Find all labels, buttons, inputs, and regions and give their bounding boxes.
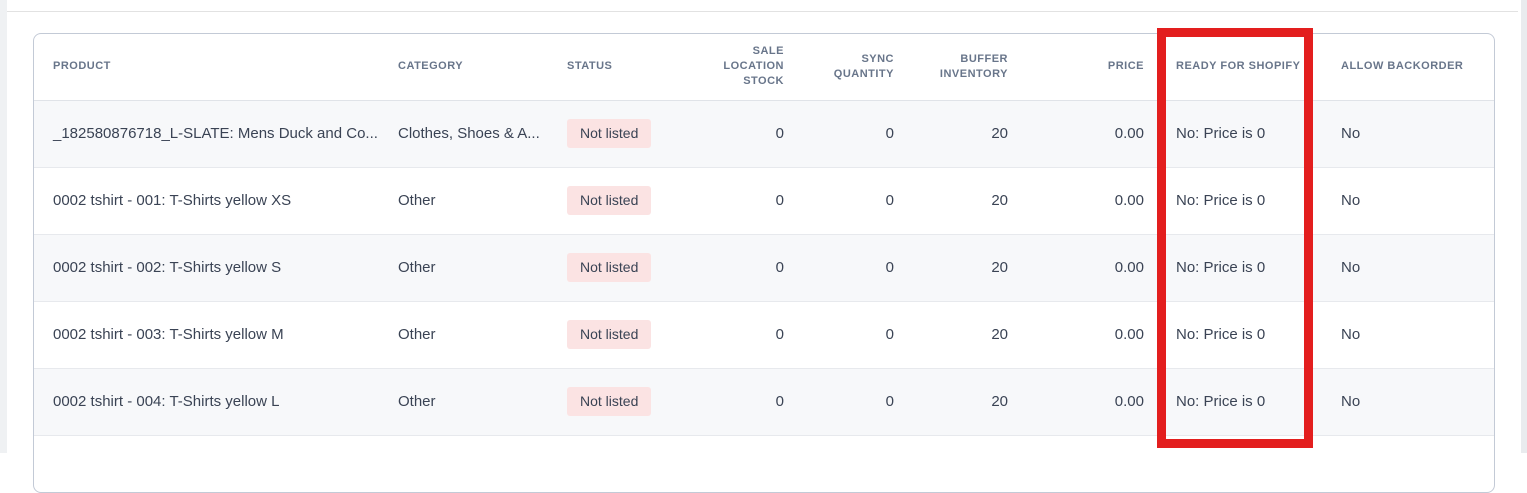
products-table: PRODUCT CATEGORY STATUS SALE LOCATION ST… xyxy=(34,34,1494,436)
status-cell: Not listed xyxy=(557,234,691,302)
sale-location-stock-cell: 0 xyxy=(691,100,796,168)
table-row[interactable]: 0002 tshirt - 002: T-Shirts yellow S Oth… xyxy=(34,234,1494,302)
buffer-inventory-cell: 20 xyxy=(906,234,1020,302)
allow-backorder-cell: No xyxy=(1331,234,1494,302)
status-badge: Not listed xyxy=(567,387,652,416)
column-header-buffer-inventory: BUFFER INVENTORY xyxy=(906,34,1020,101)
table-header-row: PRODUCT CATEGORY STATUS SALE LOCATION ST… xyxy=(34,34,1494,101)
vertical-scrollbar[interactable] xyxy=(1521,0,1527,453)
status-badge: Not listed xyxy=(567,119,652,148)
price-cell: 0.00 xyxy=(1020,368,1156,436)
status-cell: Not listed xyxy=(557,368,691,436)
sale-location-stock-cell: 0 xyxy=(691,301,796,369)
price-cell: 0.00 xyxy=(1020,234,1156,302)
table-row[interactable]: _182580876718_L-SLATE: Mens Duck and Co.… xyxy=(34,100,1494,168)
sync-quantity-cell: 0 xyxy=(796,100,906,168)
column-header-sync-quantity: SYNC QUANTITY xyxy=(796,34,906,101)
product-cell: 0002 tshirt - 001: T-Shirts yellow XS xyxy=(34,167,386,235)
sale-location-stock-cell: 0 xyxy=(691,234,796,302)
ready-for-shopify-cell: No: Price is 0 xyxy=(1156,368,1331,436)
column-header-sale-location-stock: SALE LOCATION STOCK xyxy=(691,34,796,101)
buffer-inventory-cell: 20 xyxy=(906,167,1020,235)
category-cell: Other xyxy=(386,301,557,369)
allow-backorder-cell: No xyxy=(1331,301,1494,369)
allow-backorder-cell: No xyxy=(1331,368,1494,436)
table-row[interactable]: 0002 tshirt - 003: T-Shirts yellow M Oth… xyxy=(34,301,1494,369)
column-header-allow-backorder: ALLOW BACKORDER xyxy=(1331,34,1494,101)
product-cell: 0002 tshirt - 004: T-Shirts yellow L xyxy=(34,368,386,436)
ready-for-shopify-cell: No: Price is 0 xyxy=(1156,100,1331,168)
buffer-inventory-cell: 20 xyxy=(906,368,1020,436)
sale-location-stock-cell: 0 xyxy=(691,368,796,436)
ready-for-shopify-cell: No: Price is 0 xyxy=(1156,234,1331,302)
sync-quantity-cell: 0 xyxy=(796,234,906,302)
sync-quantity-cell: 0 xyxy=(796,167,906,235)
product-cell: 0002 tshirt - 002: T-Shirts yellow S xyxy=(34,234,386,302)
category-cell: Other xyxy=(386,167,557,235)
ready-for-shopify-cell: No: Price is 0 xyxy=(1156,301,1331,369)
price-cell: 0.00 xyxy=(1020,301,1156,369)
status-cell: Not listed xyxy=(557,167,691,235)
buffer-inventory-cell: 20 xyxy=(906,100,1020,168)
allow-backorder-cell: No xyxy=(1331,100,1494,168)
column-header-category: CATEGORY xyxy=(386,34,557,101)
column-header-ready-for-shopify: READY FOR SHOPIFY xyxy=(1156,34,1331,101)
products-table-card: PRODUCT CATEGORY STATUS SALE LOCATION ST… xyxy=(33,33,1495,493)
category-cell: Clothes, Shoes & A... xyxy=(386,100,557,168)
column-header-product: PRODUCT xyxy=(34,34,386,101)
product-cell: 0002 tshirt - 003: T-Shirts yellow M xyxy=(34,301,386,369)
product-cell: _182580876718_L-SLATE: Mens Duck and Co.… xyxy=(34,100,386,168)
allow-backorder-cell: No xyxy=(1331,167,1494,235)
sync-quantity-cell: 0 xyxy=(796,368,906,436)
category-cell: Other xyxy=(386,234,557,302)
status-badge: Not listed xyxy=(567,253,652,282)
top-divider xyxy=(7,11,1518,12)
buffer-inventory-cell: 20 xyxy=(906,301,1020,369)
sale-location-stock-cell: 0 xyxy=(691,167,796,235)
column-header-status: STATUS xyxy=(557,34,691,101)
left-gutter xyxy=(0,0,7,453)
table-row[interactable]: 0002 tshirt - 001: T-Shirts yellow XS Ot… xyxy=(34,167,1494,235)
status-cell: Not listed xyxy=(557,100,691,168)
table-row[interactable]: 0002 tshirt - 004: T-Shirts yellow L Oth… xyxy=(34,368,1494,436)
ready-for-shopify-cell: No: Price is 0 xyxy=(1156,167,1331,235)
category-cell: Other xyxy=(386,368,557,436)
price-cell: 0.00 xyxy=(1020,100,1156,168)
sync-quantity-cell: 0 xyxy=(796,301,906,369)
status-cell: Not listed xyxy=(557,301,691,369)
status-badge: Not listed xyxy=(567,186,652,215)
price-cell: 0.00 xyxy=(1020,167,1156,235)
column-header-price: PRICE xyxy=(1020,34,1156,101)
table-body: _182580876718_L-SLATE: Mens Duck and Co.… xyxy=(34,100,1494,436)
status-badge: Not listed xyxy=(567,320,652,349)
